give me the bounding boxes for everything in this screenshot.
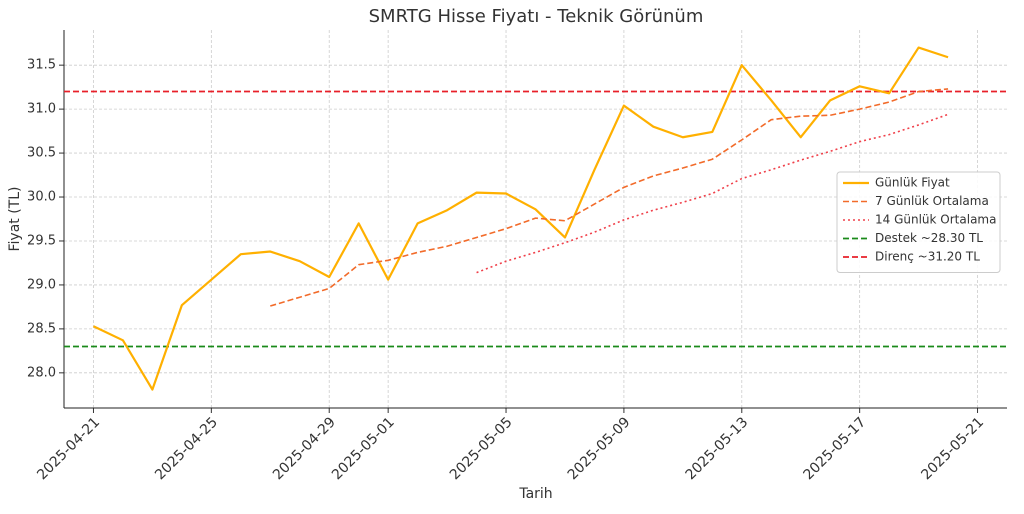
y-tick-label: 29.5 xyxy=(27,233,56,248)
x-tick-label: 2025-05-09 xyxy=(565,414,634,483)
y-tick-label: 28.0 xyxy=(27,365,56,380)
y-tick-label: 31.5 xyxy=(27,58,56,73)
y-axis-label: Fiyat (TL) xyxy=(7,186,23,251)
legend-label: 14 Günlük Ortalama xyxy=(875,213,996,227)
legend-label: Destek ~28.30 TL xyxy=(875,231,983,245)
data-line xyxy=(270,88,949,307)
legend-label: Direnç ~31.20 TL xyxy=(875,250,980,264)
y-tick-label: 29.0 xyxy=(27,277,56,292)
chart-title: SMRTG Hisse Fiyatı - Teknik Görünüm xyxy=(369,6,704,27)
y-tick-label: 30.5 xyxy=(27,146,56,161)
x-tick-label: 2025-05-21 xyxy=(918,414,987,483)
legend-box xyxy=(836,171,1001,273)
y-tick-label: 31.0 xyxy=(27,102,56,117)
data-line xyxy=(92,46,949,391)
x-axis-label: Tarih xyxy=(518,486,552,502)
x-tick-label: 2025-05-17 xyxy=(800,414,869,483)
y-tick-label: 30.0 xyxy=(27,190,56,205)
x-tick-label: 2025-05-13 xyxy=(683,414,752,483)
x-tick-label: 2025-04-21 xyxy=(34,414,103,483)
legend-label: 7 Günlük Ortalama xyxy=(875,194,989,208)
x-tick-label: 2025-05-01 xyxy=(329,414,398,483)
x-tick-label: 2025-04-25 xyxy=(152,414,221,483)
x-tick-label: 2025-05-05 xyxy=(447,414,516,483)
data-line xyxy=(476,113,949,274)
x-tick-label: 2025-04-29 xyxy=(270,414,339,483)
y-tick-label: 28.5 xyxy=(27,321,56,336)
legend-label: Günlük Fiyat xyxy=(875,176,950,190)
